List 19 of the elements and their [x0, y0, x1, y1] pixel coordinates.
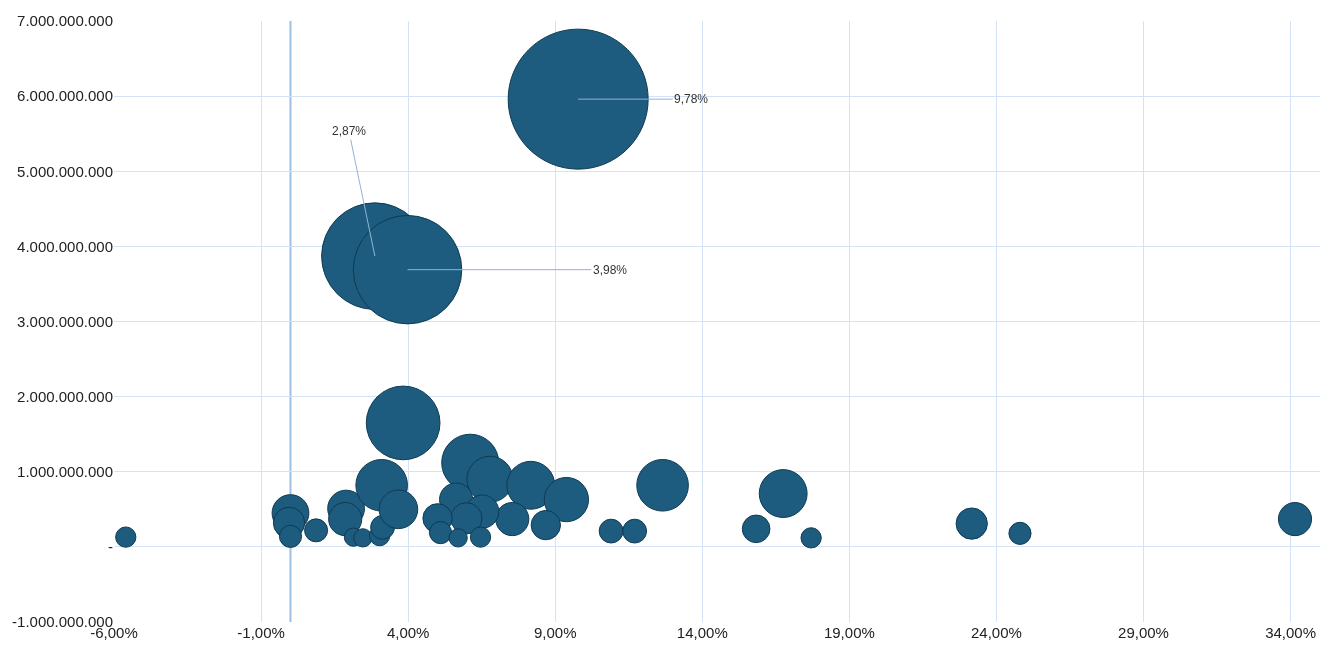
- y-tick-label: 4.000.000.000: [17, 237, 113, 255]
- y-tick-label: -: [108, 538, 113, 556]
- annotation: 2,87%: [332, 124, 367, 138]
- x-tick-label: 14,00%: [676, 624, 728, 641]
- y-tick-label: 5.000.000.000: [17, 162, 113, 180]
- y-tick-label: 6.000.000.000: [17, 87, 113, 105]
- x-tick-label: 24,00%: [971, 624, 1022, 641]
- x-tick-label: 4,00%: [386, 624, 430, 641]
- x-tick-label: 9,00%: [533, 624, 577, 641]
- x-tick-label: 34,00%: [1265, 624, 1317, 641]
- y-tick-label: 3.000.000.000: [17, 312, 113, 330]
- x-tick-label: -1,00%: [237, 624, 285, 641]
- annotation: 3,98%: [593, 263, 628, 277]
- y-tick-label: 2.000.000.000: [17, 387, 113, 405]
- x-tick-label: 29,00%: [1118, 624, 1169, 641]
- x-tick-label: 19,00%: [823, 624, 875, 641]
- y-tick-label: 1.000.000.000: [17, 463, 113, 480]
- annotation: 9,78%: [674, 92, 709, 106]
- y-tick-label: 7.000.000.000: [17, 12, 113, 30]
